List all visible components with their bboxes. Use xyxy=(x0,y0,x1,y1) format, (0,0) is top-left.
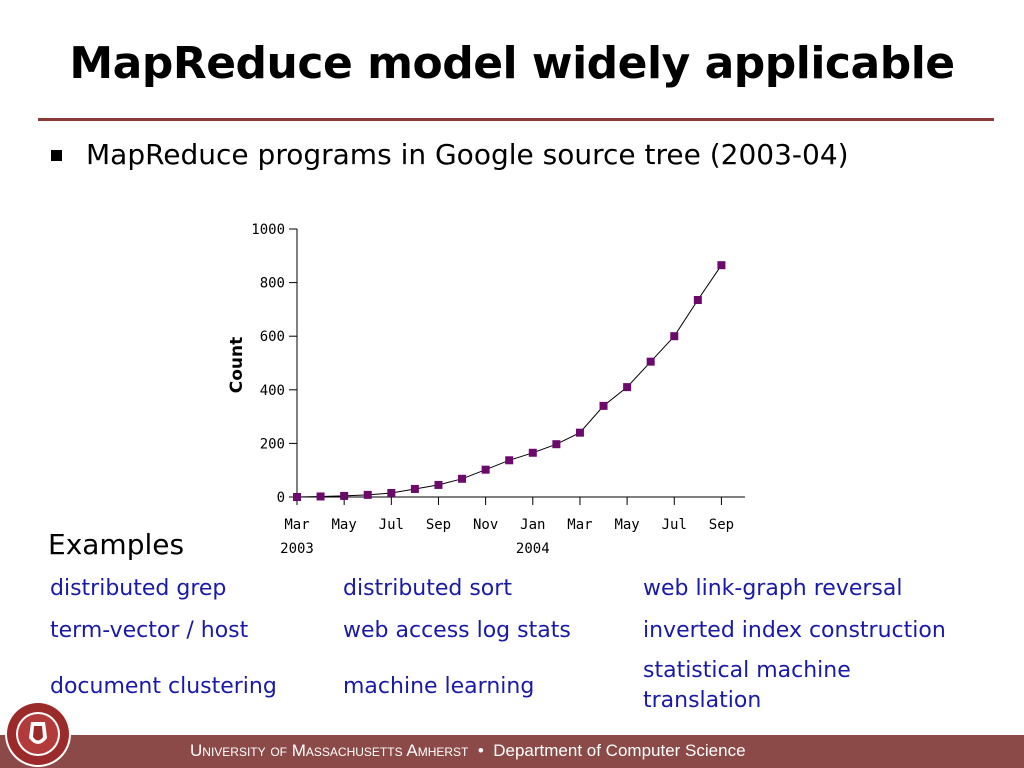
x-tick-label: Jan xyxy=(520,517,545,533)
title-divider xyxy=(38,118,994,121)
footer-department: Department of Computer Science xyxy=(493,741,746,760)
y-tick-label: 200 xyxy=(260,436,285,452)
example-item: web link-graph reversal xyxy=(643,576,903,601)
count-line-chart: 0 200 400 600 800 1000 Mar 2003 May Jul Sep Nov Jan… xyxy=(227,222,745,557)
data-point xyxy=(693,296,702,305)
example-item: document clustering xyxy=(50,674,277,699)
y-tick-label: 1000 xyxy=(251,222,285,238)
data-point xyxy=(363,490,372,499)
y-tick-label: 400 xyxy=(260,383,285,399)
data-point xyxy=(670,332,679,341)
data-point xyxy=(293,493,301,501)
x-tick-label: Mar xyxy=(567,517,592,533)
data-point xyxy=(623,383,632,392)
x-tick-label: Mar xyxy=(284,517,309,533)
data-point xyxy=(552,440,561,449)
data-points xyxy=(293,261,726,501)
y-tick-label: 600 xyxy=(260,329,285,345)
example-item: inverted index construction xyxy=(643,618,946,643)
x-tick-label: Sep xyxy=(709,517,734,533)
example-item: distributed grep xyxy=(50,576,227,601)
example-item: machine learning xyxy=(343,674,535,699)
data-point xyxy=(387,488,396,497)
x-tick-year-label: 2003 xyxy=(280,541,314,557)
y-tick-label: 800 xyxy=(260,276,285,292)
x-tick-label: Sep xyxy=(426,517,451,533)
data-point xyxy=(340,491,349,500)
data-point xyxy=(316,492,325,501)
example-item: distributed sort xyxy=(343,576,512,601)
footer-separator: • xyxy=(477,741,484,760)
data-point xyxy=(646,357,655,366)
x-tick-label: Jul xyxy=(379,517,404,533)
slide-title: MapReduce model widely applicable xyxy=(69,38,955,89)
examples-heading: Examples xyxy=(48,528,185,561)
x-tick-label: May xyxy=(332,517,357,533)
data-point xyxy=(528,448,537,457)
data-point xyxy=(599,401,608,410)
data-point xyxy=(481,465,490,474)
x-tick-label: Nov xyxy=(473,517,498,533)
example-item: term-vector / host xyxy=(50,618,249,643)
data-point xyxy=(458,474,467,483)
university-seal-icon xyxy=(5,701,71,767)
y-axis-ticks: 0 200 400 600 800 1000 xyxy=(251,222,297,506)
footer-university: University of Massachusetts Amherst xyxy=(190,741,469,760)
example-item: statistical machine translation xyxy=(643,658,851,713)
bullet-text: MapReduce programs in Google source tree… xyxy=(86,138,849,171)
data-point xyxy=(434,480,443,489)
square-bullet-icon xyxy=(51,150,62,161)
x-tick-label: Jul xyxy=(662,517,687,533)
y-axis-label: Count xyxy=(227,337,247,394)
footer-bar: University of Massachusetts Amherst • De… xyxy=(0,735,1024,768)
data-point xyxy=(505,456,514,465)
data-point xyxy=(410,484,419,493)
x-tick-year-label: 2004 xyxy=(516,541,550,557)
example-item: web access log stats xyxy=(343,618,571,643)
footer-text: University of Massachusetts Amherst • De… xyxy=(190,741,746,761)
x-axis-ticks: Mar 2003 May Jul Sep Nov Jan 2004 Mar May Jul Sep xyxy=(280,497,734,557)
y-tick-label: 0 xyxy=(277,490,285,506)
x-tick-label: May xyxy=(614,517,639,533)
data-point xyxy=(717,261,726,270)
data-point xyxy=(575,428,584,437)
